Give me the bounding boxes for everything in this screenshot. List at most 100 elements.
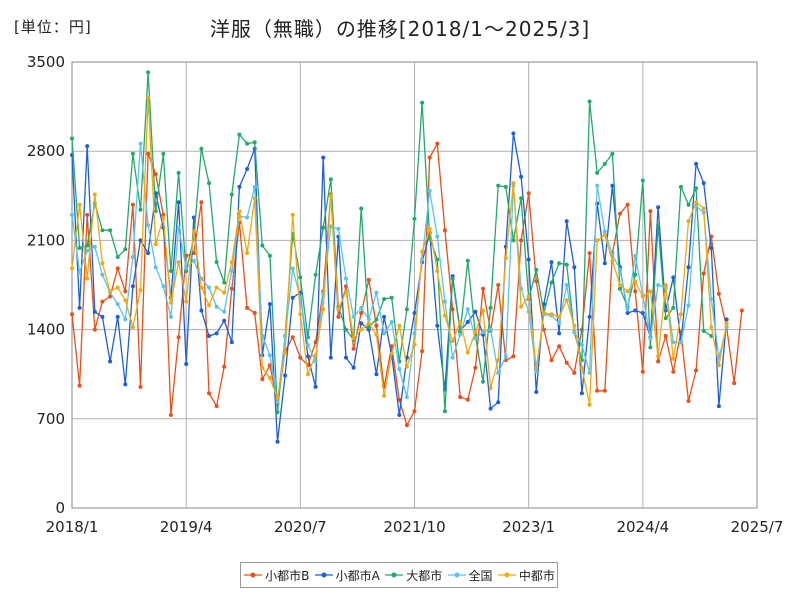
data-point: [123, 382, 128, 387]
data-point: [245, 141, 250, 146]
data-point: [344, 276, 348, 281]
data-point: [298, 275, 303, 280]
data-point: [85, 144, 90, 149]
data-point: [488, 305, 493, 310]
data-point: [321, 307, 326, 312]
data-point: [77, 246, 82, 250]
data-point: [283, 373, 288, 378]
chart-title: 洋服（無職）の推移[2018/1～2025/3]: [209, 17, 591, 41]
data-point: [290, 266, 295, 271]
data-point: [184, 362, 189, 366]
data-point: [488, 386, 493, 391]
data-point: [123, 317, 128, 322]
data-point: [579, 365, 584, 370]
data-point: [366, 325, 371, 330]
y-tick-label: 1400: [27, 321, 65, 339]
data-point: [602, 229, 607, 234]
data-point: [633, 308, 638, 313]
data-point: [382, 331, 387, 336]
data-point: [549, 312, 554, 317]
data-point: [481, 330, 485, 335]
data-point: [305, 342, 310, 347]
data-point: [351, 314, 356, 319]
data-point: [412, 216, 417, 221]
data-point: [168, 314, 173, 319]
data-point: [305, 354, 310, 359]
data-point: [488, 406, 493, 411]
data-point: [199, 146, 204, 151]
data-point: [694, 368, 699, 373]
data-point: [412, 342, 417, 347]
data-point: [260, 377, 265, 382]
data-point: [541, 327, 546, 332]
data-point: [724, 317, 729, 322]
data-point: [214, 304, 219, 309]
data-point: [298, 312, 303, 317]
legend-marker: [497, 572, 516, 578]
x-tick-label: 2020/7: [274, 518, 327, 536]
data-point: [618, 283, 622, 287]
data-point: [313, 353, 318, 358]
data-point: [275, 439, 280, 444]
data-point: [503, 256, 508, 261]
data-point: [663, 283, 668, 287]
data-point: [389, 320, 394, 324]
legend-label: 全国: [468, 568, 493, 583]
data-point: [115, 302, 120, 307]
data-point: [313, 384, 318, 389]
data-point: [397, 367, 402, 372]
data-point: [427, 226, 432, 231]
data-point: [176, 200, 181, 205]
data-point: [633, 253, 638, 258]
data-point: [564, 219, 569, 224]
data-point: [671, 275, 676, 280]
data-point: [633, 272, 638, 277]
data-point: [344, 355, 348, 360]
data-point: [427, 188, 432, 193]
data-point: [640, 369, 645, 374]
data-point: [382, 393, 387, 398]
data-point: [77, 305, 82, 310]
data-point: [199, 285, 204, 290]
data-point: [716, 404, 721, 409]
data-point: [534, 369, 539, 374]
data-point: [671, 305, 676, 310]
data-point: [207, 181, 211, 186]
data-point: [526, 191, 531, 196]
data-point: [526, 257, 531, 262]
data-point: [161, 151, 166, 156]
data-point: [108, 359, 113, 364]
data-point: [85, 276, 90, 281]
data-point: [85, 212, 90, 217]
data-point: [595, 170, 600, 175]
data-point: [541, 311, 546, 315]
data-point: [153, 265, 158, 270]
data-point: [176, 335, 181, 340]
data-point: [237, 132, 242, 137]
data-point: [229, 269, 234, 273]
data-point: [191, 251, 196, 256]
data-point: [359, 311, 364, 315]
data-point: [108, 228, 113, 233]
data-point: [435, 257, 440, 262]
data-point: [716, 363, 721, 368]
data-point: [70, 136, 74, 141]
data-point: [359, 206, 364, 211]
data-point: [85, 248, 90, 253]
data-point: [222, 280, 227, 285]
data-point: [199, 200, 204, 205]
data-point: [481, 286, 485, 291]
data-point: [389, 351, 394, 356]
data-point: [321, 155, 326, 160]
data-point: [694, 186, 699, 191]
data-point: [214, 331, 219, 336]
data-point: [557, 331, 562, 336]
data-point: [511, 354, 516, 359]
data-point: [595, 238, 600, 243]
x-tick-label: 2025/7: [731, 518, 784, 536]
data-point: [671, 356, 676, 361]
data-point: [222, 318, 227, 323]
data-point: [686, 219, 691, 224]
data-point: [648, 209, 653, 214]
